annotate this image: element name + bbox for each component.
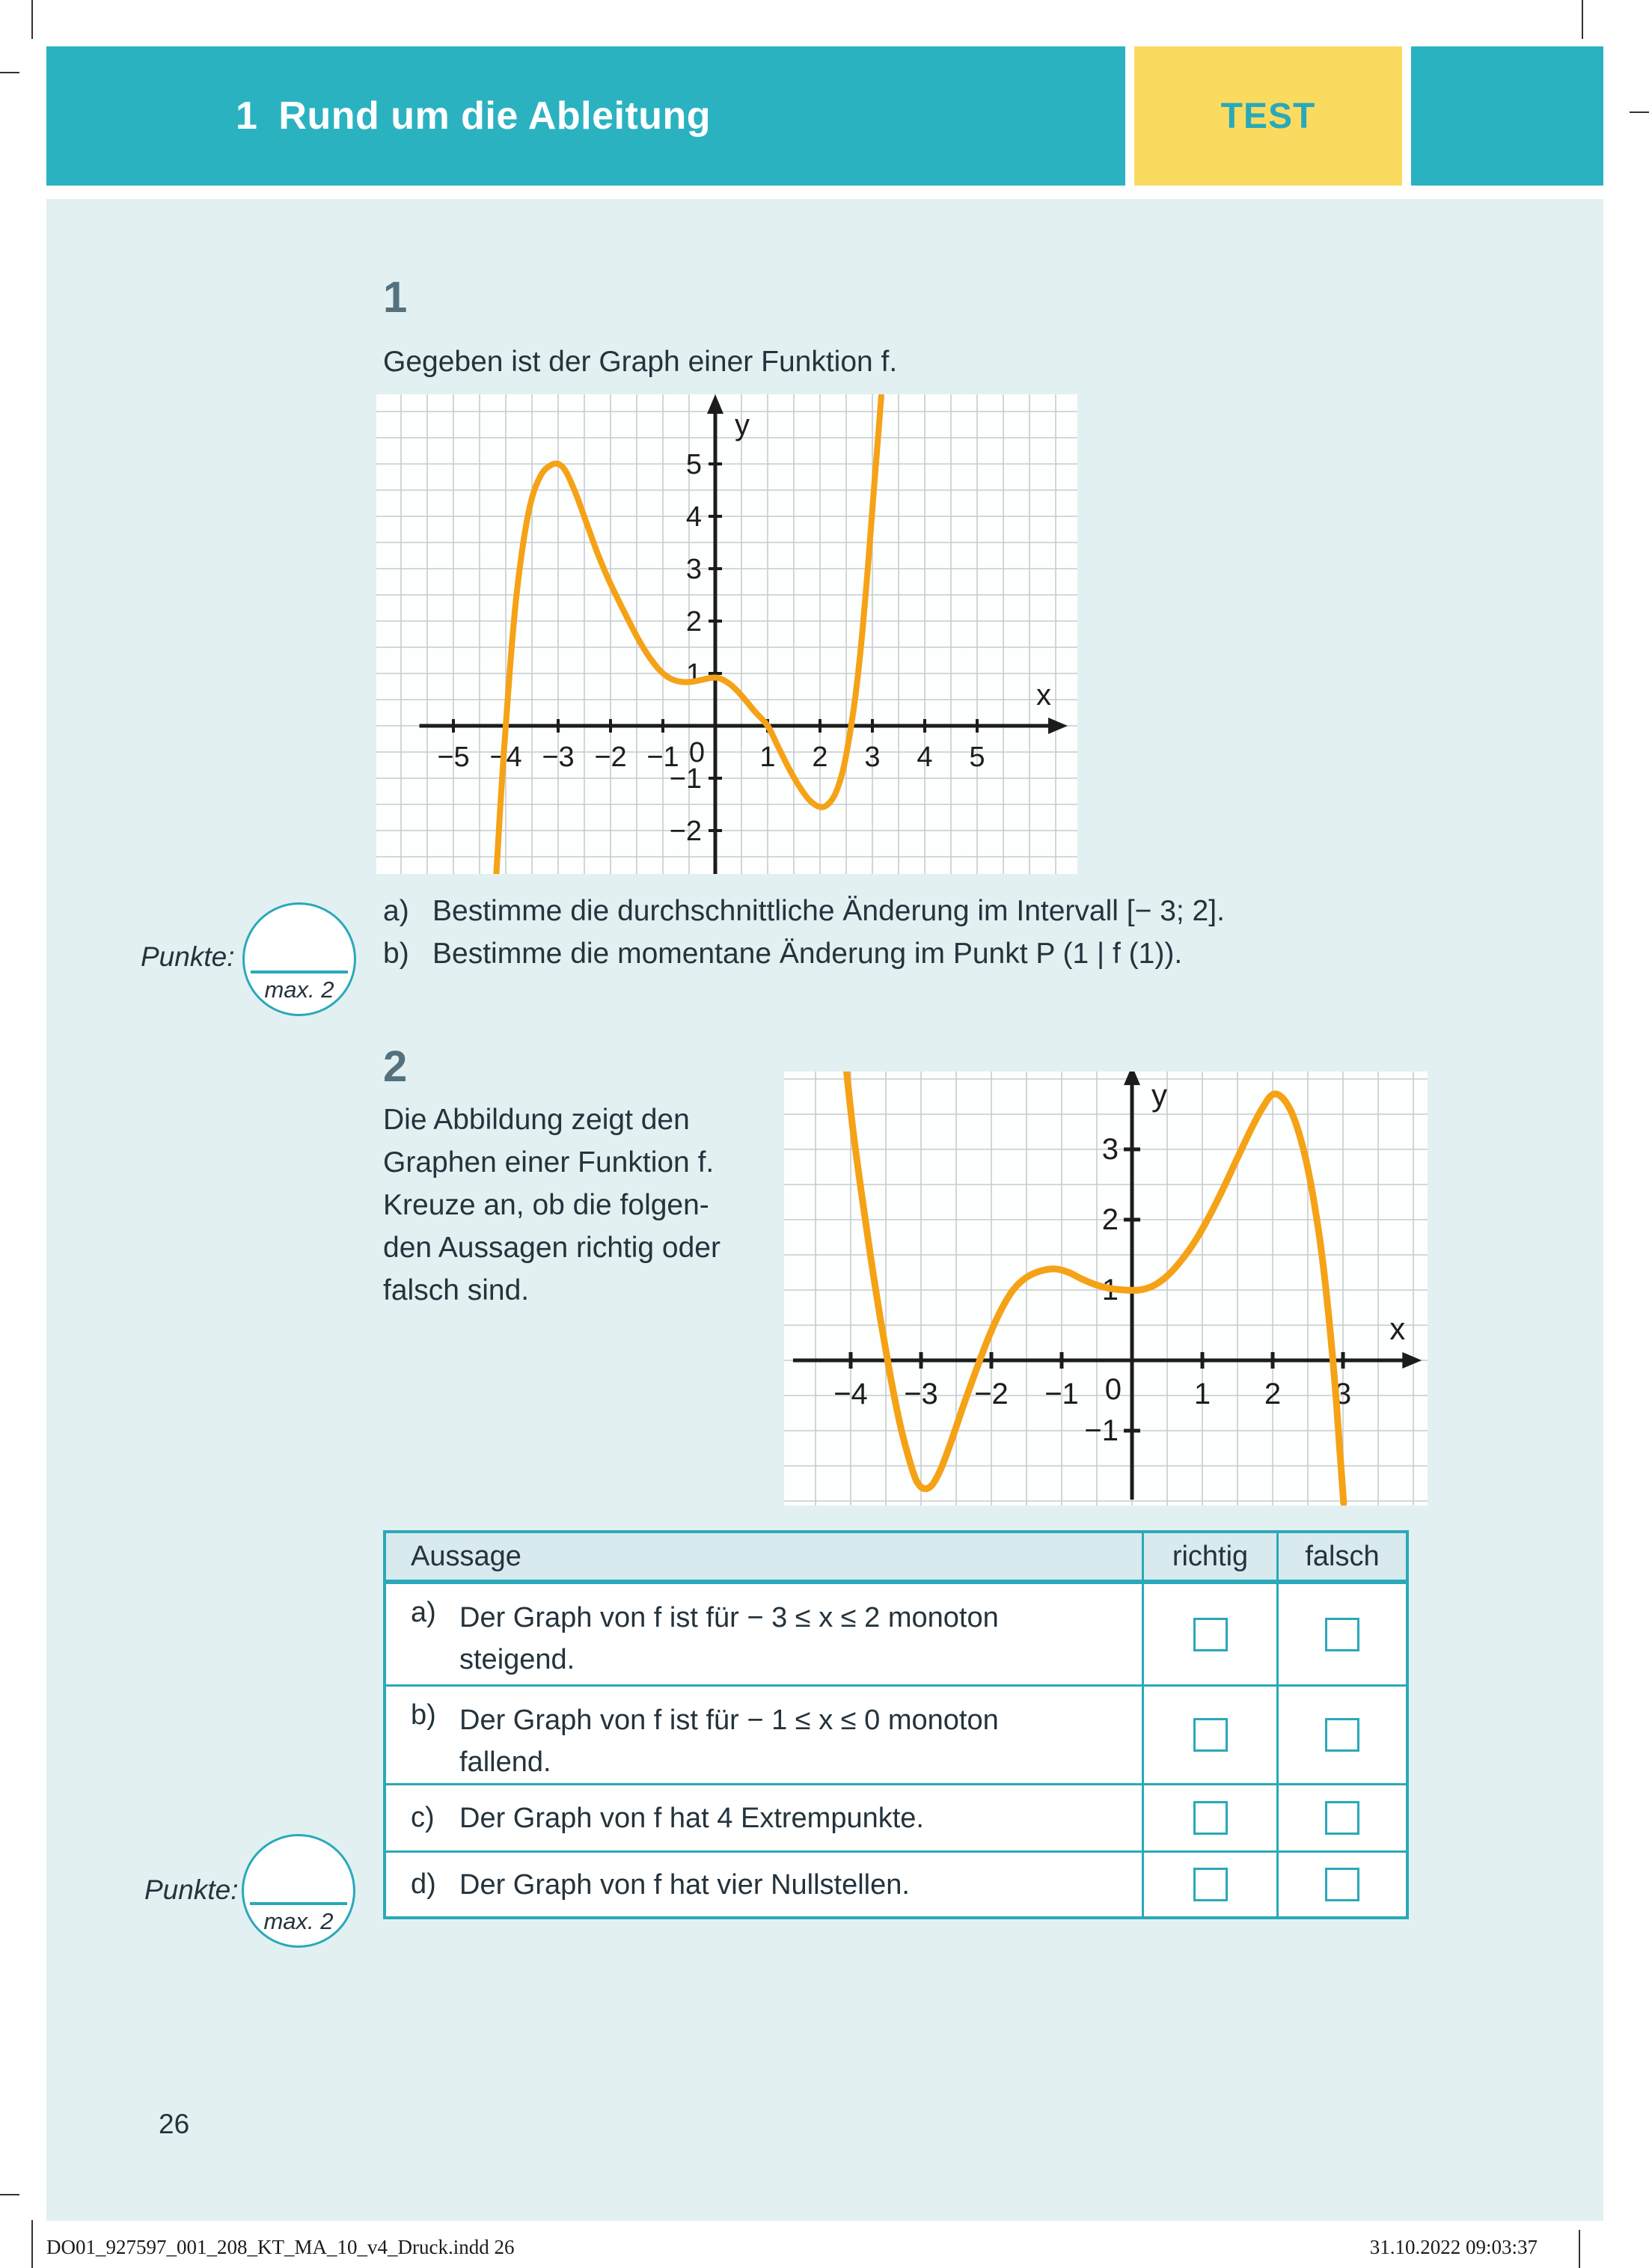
svg-text:−2: −2 — [594, 742, 626, 773]
statements-table: Aussage richtig falsch a) Der Graph von … — [383, 1530, 1409, 1919]
checkbox-a-richtig[interactable] — [1193, 1617, 1228, 1651]
checkbox-a-falsch[interactable] — [1325, 1617, 1359, 1651]
svg-text:4: 4 — [686, 501, 702, 533]
checkbox-d-richtig[interactable] — [1193, 1868, 1228, 1901]
svg-text:2: 2 — [1102, 1203, 1119, 1236]
points-circle[interactable]: max. 2 — [242, 902, 356, 1016]
svg-text:−1: −1 — [1044, 1378, 1079, 1410]
svg-text:2: 2 — [1264, 1378, 1281, 1410]
table-row: d) Der Graph von f hat vier Nullstellen. — [386, 1850, 1406, 1916]
svg-text:y: y — [735, 409, 750, 441]
svg-text:1: 1 — [759, 742, 775, 773]
section-2-intro-line: Graphen einer Funktion f. — [383, 1146, 715, 1179]
svg-text:−2: −2 — [670, 816, 702, 847]
footer-filename: DO01_927597_001_208_KT_MA_10_v4_Druck.in… — [46, 2236, 515, 2258]
svg-text:4: 4 — [917, 742, 932, 773]
task-b: b) Bestimme die momentane Änderung im Pu… — [383, 938, 1182, 971]
svg-text:5: 5 — [969, 742, 985, 773]
svg-text:0: 0 — [1105, 1373, 1122, 1406]
svg-text:x: x — [1389, 1311, 1405, 1346]
column-header-richtig: richtig — [1142, 1533, 1276, 1580]
points-entry-line — [251, 971, 348, 973]
table-header-row: Aussage richtig falsch — [386, 1533, 1406, 1584]
points-max: max. 2 — [263, 1908, 334, 1934]
checkbox-d-falsch[interactable] — [1325, 1868, 1359, 1901]
svg-text:1: 1 — [686, 658, 702, 690]
svg-text:−1: −1 — [670, 763, 702, 795]
task-a-label: a) — [383, 895, 409, 927]
svg-text:5: 5 — [686, 449, 702, 480]
svg-text:−2: −2 — [974, 1378, 1009, 1410]
statement-text: Der Graph von f hat 4 Extrempunkte. — [459, 1802, 924, 1834]
crop-mark — [0, 2194, 19, 2195]
svg-text:x: x — [1036, 679, 1051, 712]
section-2-intro-line: Die Abbildung zeigt den — [383, 1104, 690, 1136]
chapter-header-bar: 1 Rund um die Ableitung — [46, 46, 1125, 186]
points-label: Punkte: — [141, 941, 235, 972]
table-row: b) Der Graph von f ist für − 1 ≤ x ≤ 0 m… — [386, 1684, 1406, 1783]
svg-text:y: y — [1151, 1078, 1167, 1113]
checkbox-c-richtig[interactable] — [1193, 1801, 1228, 1835]
svg-text:−1: −1 — [1084, 1414, 1119, 1447]
svg-text:2: 2 — [812, 742, 827, 773]
task-a-text: Bestimme die durchschnittliche Änderung … — [432, 895, 1225, 927]
section-2-intro: Die Abbildung zeigt den Graphen einer Fu… — [383, 1098, 787, 1312]
svg-text:2: 2 — [686, 606, 702, 638]
svg-text:1: 1 — [1194, 1378, 1211, 1410]
checkbox-b-richtig[interactable] — [1193, 1718, 1228, 1752]
section-2-number: 2 — [383, 1042, 408, 1091]
row-label: d) — [411, 1868, 436, 1900]
crop-mark — [1630, 111, 1649, 113]
svg-text:3: 3 — [1102, 1133, 1119, 1166]
crop-mark — [1579, 2230, 1580, 2268]
row-label: a) — [411, 1597, 436, 1628]
chapter-header-title: 1 Rund um die Ableitung — [46, 94, 711, 138]
column-header-aussage: Aussage — [411, 1540, 521, 1572]
row-label: c) — [411, 1802, 435, 1833]
crop-mark — [31, 0, 33, 39]
svg-text:−3: −3 — [542, 742, 574, 773]
statement-text: Der Graph von f hat vier Nullstellen. — [459, 1868, 910, 1901]
statement-text: Der Graph von f ist für − 3 ≤ x ≤ 2 mono… — [459, 1602, 999, 1675]
section-2-intro-line: den Aussagen richtig oder — [383, 1232, 721, 1264]
statement-text: Der Graph von f ist für − 1 ≤ x ≤ 0 mono… — [459, 1705, 999, 1778]
checkbox-b-falsch[interactable] — [1325, 1718, 1359, 1752]
header-corner-block — [1411, 46, 1603, 186]
svg-text:3: 3 — [864, 742, 880, 773]
crop-mark — [0, 72, 19, 73]
page-number: 26 — [159, 2109, 190, 2139]
checkbox-c-falsch[interactable] — [1325, 1801, 1359, 1835]
row-label: b) — [411, 1699, 436, 1731]
crop-mark — [1582, 0, 1583, 39]
table-row: c) Der Graph von f hat 4 Extrempunkte. — [386, 1783, 1406, 1850]
svg-text:−4: −4 — [833, 1378, 868, 1410]
points-max: max. 2 — [264, 976, 334, 1003]
table-row: a) Der Graph von f ist für − 3 ≤ x ≤ 2 m… — [386, 1584, 1406, 1684]
task-a: a) Bestimme die durchschnittliche Änderu… — [383, 895, 1225, 928]
svg-text:−1: −1 — [646, 742, 679, 773]
svg-text:−5: −5 — [437, 742, 469, 773]
section-1-intro: Gegeben ist der Graph einer Funktion f. — [383, 346, 898, 378]
task-b-text: Bestimme die momentane Änderung im Punkt… — [432, 938, 1183, 970]
section-1-number: 1 — [383, 273, 408, 322]
test-badge: TEST — [1134, 46, 1402, 186]
task-b-label: b) — [383, 938, 409, 970]
svg-text:0: 0 — [689, 737, 705, 768]
test-badge-label: TEST — [1220, 96, 1316, 136]
points-entry-line — [250, 1902, 347, 1905]
points-circle[interactable]: max. 2 — [242, 1834, 355, 1948]
svg-text:3: 3 — [686, 554, 702, 585]
footer-timestamp: 31.10.2022 09:03:37 — [1369, 2236, 1538, 2258]
column-header-falsch: falsch — [1276, 1533, 1406, 1580]
svg-text:−3: −3 — [904, 1378, 938, 1410]
section-2-intro-line: falsch sind. — [383, 1274, 530, 1306]
crop-mark — [31, 2220, 33, 2268]
chapter-number: 1 — [236, 94, 258, 138]
section-2-intro-line: Kreuze an, ob die folgen- — [383, 1189, 709, 1221]
chapter-title: Rund um die Ableitung — [278, 94, 712, 138]
points-label: Punkte: — [144, 1874, 239, 1905]
